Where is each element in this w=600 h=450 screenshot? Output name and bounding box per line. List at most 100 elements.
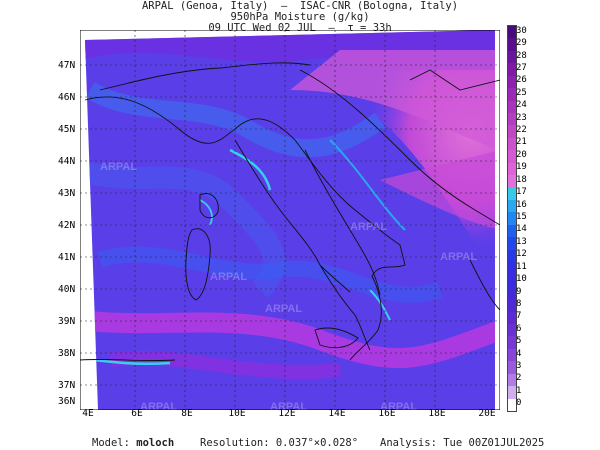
colorbar-label: 14 xyxy=(516,224,527,235)
lat-label: 44N xyxy=(58,156,76,167)
colorbar-label: 4 xyxy=(516,348,522,359)
model-info: Model: moloch xyxy=(92,437,174,449)
colorbar-label: 26 xyxy=(516,75,527,86)
lat-label: 36N xyxy=(58,396,76,407)
colorbar-label: 2 xyxy=(516,373,522,384)
colorbar-segment xyxy=(508,398,516,412)
colorbar-segment xyxy=(508,336,516,350)
colorbar-segment xyxy=(508,224,516,238)
map-svg: ARPAL ARPAL ARPAL ARPAL ARPAL ARPAL ARPA… xyxy=(80,30,500,410)
watermark: ARPAL xyxy=(350,221,387,233)
moisture-map: ARPAL ARPAL ARPAL ARPAL ARPAL ARPAL ARPA… xyxy=(80,30,500,410)
colorbar-label: 10 xyxy=(516,274,527,285)
lat-label: 47N xyxy=(58,60,76,71)
colorbar-label: 28 xyxy=(516,50,527,61)
colorbar-label: 15 xyxy=(516,212,527,222)
colorbar-label: 23 xyxy=(516,112,527,123)
watermark: ARPAL xyxy=(265,303,302,315)
colorbar-segment xyxy=(508,386,516,400)
colorbar-label: 6 xyxy=(516,323,522,334)
colorbar-segment xyxy=(508,212,516,226)
colorbar-label: 27 xyxy=(516,62,527,73)
watermarks: ARPAL ARPAL ARPAL ARPAL ARPAL ARPAL ARPA… xyxy=(100,161,477,410)
lat-label: 43N xyxy=(58,188,76,199)
colorbar-segment xyxy=(508,348,516,362)
colorbar-segment xyxy=(508,187,516,201)
colorbar-label: 29 xyxy=(516,38,527,49)
model-value: moloch xyxy=(136,437,175,449)
colorbar xyxy=(507,25,517,412)
colorbar-label: 13 xyxy=(516,236,527,247)
watermark: ARPAL xyxy=(270,401,307,410)
lon-label: 8E xyxy=(181,408,193,419)
colorbar-label: 16 xyxy=(516,199,527,210)
title-line-3: 09 UTC Wed 02 JUL – τ = 33h xyxy=(208,22,392,34)
lon-label: 4E xyxy=(82,408,94,419)
colorbar-segment xyxy=(508,38,516,52)
colorbar-segment xyxy=(508,63,516,77)
colorbar-segment xyxy=(508,286,516,300)
lon-label: 6E xyxy=(131,408,143,419)
colorbar-label: 3 xyxy=(516,361,522,372)
lat-label: 42N xyxy=(58,220,76,231)
colorbar-segment xyxy=(508,162,516,176)
colorbar-label: 30 xyxy=(516,25,527,36)
colorbar-segment xyxy=(508,311,516,325)
watermark: ARPAL xyxy=(380,401,417,410)
lat-label: 46N xyxy=(58,92,76,103)
colorbar-label: 7 xyxy=(516,311,522,322)
colorbar-segment xyxy=(508,75,516,89)
graticule xyxy=(80,30,500,410)
map-field xyxy=(85,30,495,410)
colorbar-label: 1 xyxy=(516,385,522,396)
colorbar-segment xyxy=(508,237,516,251)
colorbar-segment xyxy=(508,125,516,139)
lon-label: 14E xyxy=(328,408,346,419)
colorbar-label: 0 xyxy=(516,398,522,409)
watermark: ARPAL xyxy=(140,401,177,410)
lon-label: 20E xyxy=(478,408,496,419)
watermark: ARPAL xyxy=(100,161,137,173)
colorbar-label: 21 xyxy=(516,137,527,148)
watermark: ARPAL xyxy=(210,271,247,283)
lon-label: 16E xyxy=(378,408,396,419)
watermark: ARPAL xyxy=(440,251,477,263)
colorbar-label: 12 xyxy=(516,249,527,260)
resolution-info: Resolution: 0.037°×0.028° xyxy=(200,437,359,449)
colorbar-segment xyxy=(508,112,516,126)
colorbar-segment xyxy=(508,26,516,39)
colorbar-label: 19 xyxy=(516,162,527,173)
colorbar-label: 24 xyxy=(516,100,527,111)
colorbar-segment xyxy=(508,150,516,164)
lat-label: 41N xyxy=(58,252,76,263)
colorbar-label: 22 xyxy=(516,125,527,136)
colorbar-label: 25 xyxy=(516,87,527,98)
lat-label: 38N xyxy=(58,348,76,359)
colorbar-label: 18 xyxy=(516,174,527,185)
colorbar-segment xyxy=(508,88,516,101)
coastlines xyxy=(80,62,500,362)
lat-label: 37N xyxy=(58,380,76,391)
colorbar-segment xyxy=(508,249,516,263)
colorbar-label: 20 xyxy=(516,149,527,160)
analysis-info: Analysis: Tue 00Z01JUL2025 xyxy=(380,437,545,449)
colorbar-segment xyxy=(508,361,516,375)
colorbar-segment xyxy=(508,373,516,387)
colorbar-segment xyxy=(508,175,516,188)
title-line-2: 950hPa Moisture (g/kg) xyxy=(230,11,370,23)
colorbar-segment xyxy=(508,324,516,337)
lat-label: 39N xyxy=(58,316,76,327)
lat-label: 40N xyxy=(58,284,76,295)
colorbar-segment xyxy=(508,50,516,64)
lat-label: 45N xyxy=(58,124,76,135)
title-line-1: ARPAL (Genoa, Italy) – ISAC-CNR (Bologna… xyxy=(141,0,459,12)
colorbar-segment xyxy=(508,137,516,151)
colorbar-segment xyxy=(508,199,516,213)
lon-label: 12E xyxy=(278,408,296,419)
colorbar-segment xyxy=(508,274,516,288)
lon-label: 18E xyxy=(428,408,446,419)
colorbar-segment xyxy=(508,261,516,275)
colorbar-label: 9 xyxy=(516,286,522,297)
colorbar-label: 11 xyxy=(516,261,527,272)
colorbar-segment xyxy=(508,299,516,313)
